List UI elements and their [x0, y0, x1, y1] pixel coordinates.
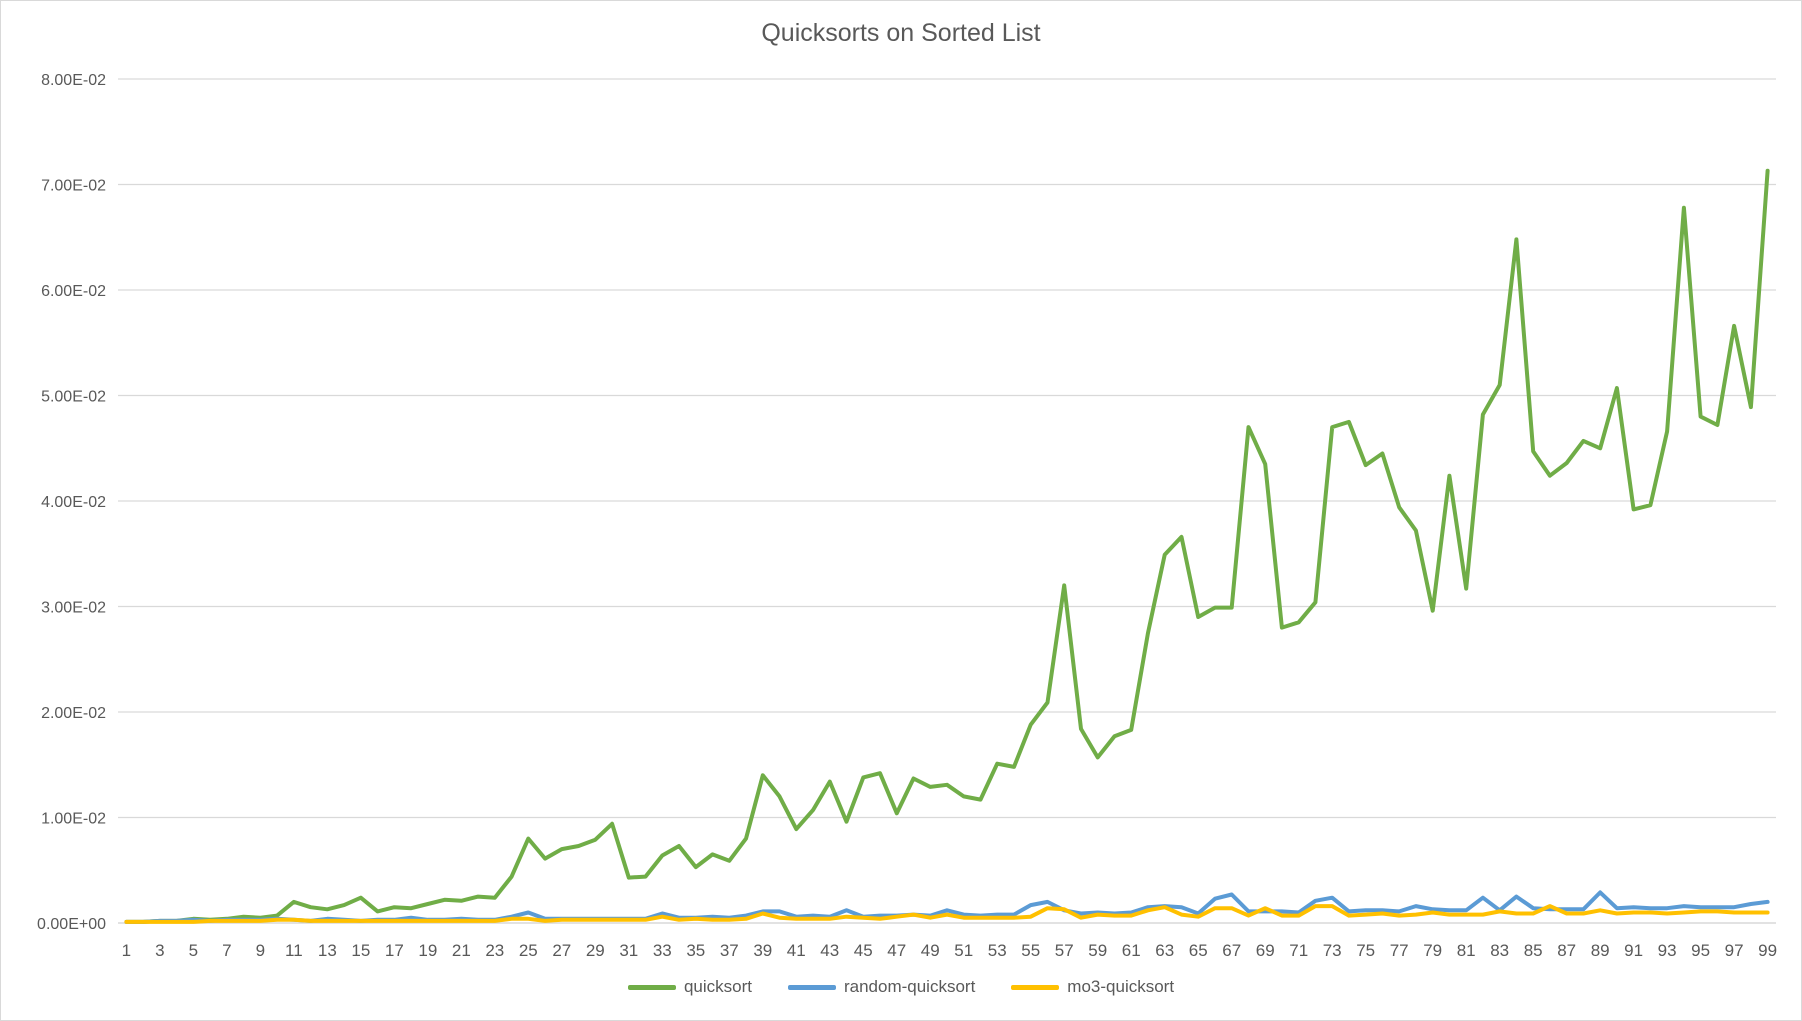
series-line-mo3-quicksort	[124, 904, 1770, 924]
legend-label: mo3-quicksort	[1067, 977, 1175, 996]
x-tick-label: 61	[1122, 941, 1141, 960]
y-tick-label: 5.00E-02	[41, 389, 106, 406]
x-tick-label: 87	[1557, 941, 1576, 960]
x-tick-label: 35	[686, 941, 705, 960]
x-tick-label: 49	[921, 941, 940, 960]
y-tick-label: 1.00E-02	[41, 811, 106, 828]
x-tick-label: 59	[1088, 941, 1107, 960]
legend-swatch	[627, 984, 676, 990]
x-tick-label: 81	[1457, 941, 1476, 960]
x-tick-label: 83	[1490, 941, 1509, 960]
chart-title: Quicksorts on Sorted List	[761, 19, 1041, 47]
x-tick-label: 13	[318, 941, 337, 960]
x-tick-label: 9	[256, 941, 265, 960]
legend-item-mo3-quicksort: mo3-quicksort	[1011, 977, 1174, 997]
legend-swatch	[787, 984, 836, 990]
legend-swatch	[1011, 984, 1060, 990]
x-tick-label: 25	[519, 941, 538, 960]
x-tick-label: 47	[887, 941, 906, 960]
x-tick-label: 37	[720, 941, 739, 960]
x-tick-label: 95	[1691, 941, 1710, 960]
x-tick-label: 21	[452, 941, 471, 960]
x-tick-label: 91	[1624, 941, 1643, 960]
y-tick-label: 0.00E+00	[37, 916, 106, 933]
x-tick-label: 17	[385, 941, 404, 960]
series-line-quicksort	[124, 168, 1770, 924]
y-tick-labels: 0.00E+00 1.00E-02 2.00E-02 3.00E-02 4.00E-02…	[37, 72, 106, 933]
x-tick-label: 5	[189, 941, 198, 960]
x-tick-label: 3	[155, 941, 164, 960]
x-tick-label: 11	[285, 941, 303, 960]
x-tick-label: 51	[954, 941, 973, 960]
x-tick-label: 7	[222, 941, 231, 960]
x-tick-label: 55	[1021, 941, 1040, 960]
x-tick-label: 93	[1658, 941, 1677, 960]
x-tick-labels: 1 3 5 7 9 11 13 15 17 19 21 23 25 27 29 31 33 35 37 39 41 43 4…	[122, 941, 1777, 960]
x-tick-label: 63	[1155, 941, 1174, 960]
x-tick-label: 27	[552, 941, 571, 960]
x-tick-label: 29	[586, 941, 605, 960]
x-tick-label: 89	[1591, 941, 1610, 960]
x-tick-label: 69	[1256, 941, 1275, 960]
y-tick-label: 8.00E-02	[41, 72, 106, 89]
x-tick-label: 53	[988, 941, 1007, 960]
y-tick-label: 7.00E-02	[41, 178, 106, 195]
x-tick-label: 1	[122, 941, 131, 960]
x-tick-label: 79	[1423, 941, 1442, 960]
x-tick-label: 97	[1725, 941, 1744, 960]
x-tick-label: 41	[787, 941, 806, 960]
x-tick-label: 65	[1189, 941, 1208, 960]
x-tick-label: 15	[351, 941, 370, 960]
x-tick-label: 45	[854, 941, 873, 960]
x-tick-label: 43	[820, 941, 839, 960]
x-tick-label: 57	[1055, 941, 1074, 960]
x-tick-label: 71	[1289, 941, 1308, 960]
legend-item-quicksort: quicksort	[627, 977, 752, 997]
x-tick-label: 73	[1323, 941, 1342, 960]
y-tick-label: 2.00E-02	[41, 705, 106, 722]
legend: quicksort random-quicksort mo3-quicksort	[1, 977, 1801, 997]
x-tick-label: 75	[1356, 941, 1375, 960]
x-tick-label: 23	[485, 941, 504, 960]
x-tick-label: 19	[418, 941, 437, 960]
y-tick-label: 3.00E-02	[41, 600, 106, 617]
x-tick-label: 77	[1390, 941, 1409, 960]
x-tick-label: 31	[619, 941, 638, 960]
x-tick-label: 39	[753, 941, 772, 960]
x-tick-label: 67	[1222, 941, 1241, 960]
y-tick-label: 6.00E-02	[41, 283, 106, 300]
x-tick-label: 85	[1524, 941, 1543, 960]
x-tick-label: 33	[653, 941, 672, 960]
legend-label: random-quicksort	[843, 977, 976, 996]
x-tick-label: 99	[1758, 941, 1777, 960]
series-lines	[124, 168, 1770, 924]
gridlines	[118, 78, 1776, 819]
legend-item-random-quicksort: random-quicksort	[787, 977, 976, 997]
y-tick-label: 4.00E-02	[41, 494, 106, 511]
legend-label: quicksort	[683, 977, 752, 996]
